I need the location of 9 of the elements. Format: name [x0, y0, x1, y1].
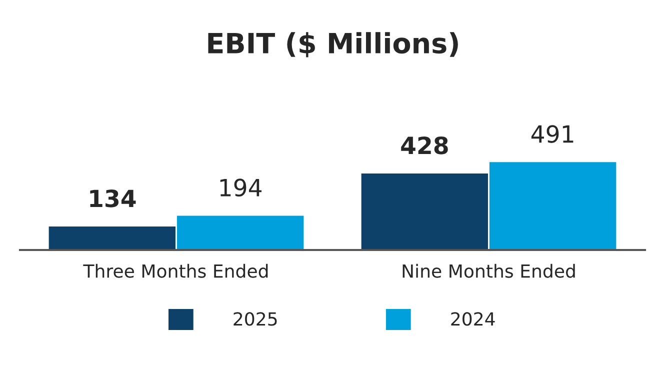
data-label: 194: [220, 178, 262, 197]
x-tick-label: Nine Months Ended: [402, 264, 575, 278]
data-label: 134: [90, 190, 136, 208]
data-label: 491: [531, 125, 574, 143]
legend-label: 2024: [451, 312, 495, 326]
chart-title: EBIT ($ Millions): [208, 32, 458, 58]
legend-label: 2025: [234, 312, 277, 326]
x-tick-label: Three Months Ended: [83, 264, 268, 278]
data-label: 428: [401, 136, 448, 154]
